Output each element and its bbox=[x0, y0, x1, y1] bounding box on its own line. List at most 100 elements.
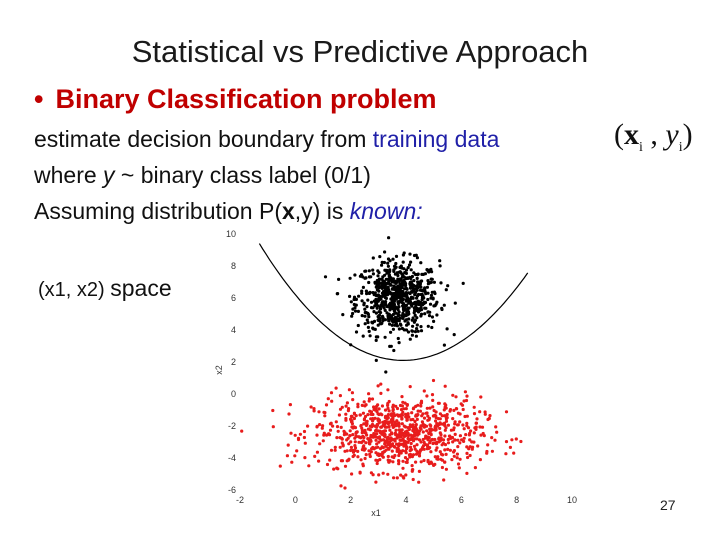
scatter-point-series-1 bbox=[470, 440, 474, 444]
scatter-point-series-0 bbox=[397, 289, 401, 293]
scatter-point-series-0 bbox=[409, 300, 413, 304]
scatter-point-series-0 bbox=[420, 272, 424, 276]
scatter-point-series-0 bbox=[415, 323, 419, 327]
scatter-point-series-1 bbox=[363, 428, 367, 432]
scatter-point-series-1 bbox=[411, 423, 415, 427]
scatter-point-series-1 bbox=[332, 467, 336, 471]
scatter-point-series-1 bbox=[436, 422, 440, 426]
scatter-plot: -2 0 2 4 6 8 10 10 8 6 4 2 0 -2 -4 -6 x1 x2 bbox=[214, 229, 577, 518]
formula-comma: , bbox=[642, 118, 666, 151]
scatter-point-series-1 bbox=[378, 435, 382, 439]
scatter-point-series-1 bbox=[362, 400, 366, 404]
scatter-point-series-0 bbox=[427, 314, 432, 318]
scatter-point-series-1 bbox=[398, 403, 403, 408]
scatter-point-series-1 bbox=[363, 431, 367, 435]
scatter-point-series-1 bbox=[320, 426, 324, 430]
scatter-point-series-1 bbox=[333, 448, 337, 452]
scatter-point-series-0 bbox=[411, 285, 415, 289]
scatter-point-series-0 bbox=[363, 322, 367, 326]
scatter-point-series-1 bbox=[443, 402, 447, 406]
scatter-point-series-1 bbox=[337, 413, 341, 417]
scatter-point-series-1 bbox=[434, 414, 438, 418]
scatter-point-series-1 bbox=[386, 388, 390, 392]
scatter-point-series-0 bbox=[399, 271, 403, 275]
scatter-point-series-1 bbox=[397, 421, 401, 425]
scatter-point-series-0 bbox=[363, 307, 367, 311]
scatter-point-series-1 bbox=[401, 449, 405, 453]
scatter-point-series-0 bbox=[393, 286, 397, 290]
scatter-point-series-1 bbox=[399, 442, 403, 446]
scatter-point-series-1 bbox=[411, 429, 415, 433]
scatter-point-series-1 bbox=[390, 423, 394, 427]
scatter-point-series-1 bbox=[472, 405, 476, 409]
scatter-point-series-1 bbox=[519, 439, 523, 444]
scatter-point-series-1 bbox=[381, 446, 385, 450]
y-tick-label: -4 bbox=[228, 453, 236, 463]
line2-var: y bbox=[103, 162, 115, 188]
scatter-point-series-0 bbox=[376, 283, 380, 287]
scatter-point-series-1 bbox=[366, 413, 370, 417]
scatter-point-series-1 bbox=[437, 401, 441, 405]
scatter-point-series-1 bbox=[375, 422, 379, 427]
scatter-point-series-1 bbox=[410, 468, 414, 472]
scatter-point-series-0 bbox=[426, 297, 430, 302]
scatter-point-series-1 bbox=[391, 460, 395, 464]
scatter-point-series-0 bbox=[396, 284, 400, 288]
scatter-point-series-0 bbox=[373, 280, 377, 284]
scatter-point-series-0 bbox=[432, 280, 436, 284]
scatter-point-series-1 bbox=[336, 429, 340, 433]
scatter-point-series-1 bbox=[443, 434, 447, 438]
scatter-point-series-0 bbox=[360, 299, 364, 303]
scatter-point-series-0 bbox=[393, 323, 397, 327]
scatter-point-series-1 bbox=[512, 451, 516, 455]
scatter-point-series-1 bbox=[493, 438, 497, 442]
scatter-point-series-1 bbox=[330, 399, 334, 403]
scatter-point-series-1 bbox=[434, 419, 438, 423]
scatter-point-series-1 bbox=[443, 405, 447, 409]
scatter-point-series-1 bbox=[411, 477, 415, 482]
scatter-point-series-1 bbox=[346, 436, 350, 440]
scatter-point-series-1 bbox=[437, 437, 441, 441]
scatter-point-series-1 bbox=[411, 417, 415, 422]
scatter-point-series-0 bbox=[420, 279, 424, 283]
scatter-point-series-1 bbox=[428, 406, 432, 410]
scatter-point-series-0 bbox=[383, 335, 387, 339]
scatter-point-series-1 bbox=[439, 433, 443, 437]
scatter-point-series-1 bbox=[446, 423, 450, 427]
scatter-point-series-0 bbox=[416, 280, 420, 284]
scatter-point-series-1 bbox=[472, 431, 476, 435]
scatter-point-series-0 bbox=[398, 286, 402, 290]
scatter-point-series-1 bbox=[240, 429, 244, 433]
scatter-point-series-1 bbox=[450, 458, 454, 462]
scatter-point-series-0 bbox=[420, 296, 424, 300]
x-tick-label: -2 bbox=[236, 495, 244, 505]
scatter-point-series-1 bbox=[289, 431, 293, 435]
scatter-point-series-0 bbox=[388, 322, 392, 326]
scatter-point-series-0 bbox=[416, 329, 420, 333]
scatter-point-series-1 bbox=[410, 464, 414, 468]
scatter-point-series-0 bbox=[390, 314, 394, 318]
scatter-point-series-1 bbox=[405, 403, 409, 407]
scatter-point-series-1 bbox=[399, 473, 403, 477]
scatter-point-series-1 bbox=[323, 414, 327, 418]
scatter-point-series-0 bbox=[356, 323, 360, 328]
scatter-point-series-0 bbox=[377, 279, 381, 283]
scatter-point-series-1 bbox=[401, 475, 405, 479]
scatter-point-series-0 bbox=[390, 305, 394, 309]
scatter-point-series-0 bbox=[394, 254, 399, 258]
scatter-point-series-1 bbox=[338, 407, 343, 411]
line3-italic: known: bbox=[349, 198, 423, 224]
scatter-point-series-1 bbox=[461, 423, 465, 427]
x-tick-label: 8 bbox=[514, 495, 519, 505]
scatter-point-series-0 bbox=[445, 327, 449, 331]
y-tick-label: 2 bbox=[231, 357, 236, 367]
scatter-point-series-1 bbox=[369, 471, 373, 475]
scatter-point-series-0 bbox=[410, 318, 414, 322]
x-tick-label: 10 bbox=[567, 495, 577, 505]
scatter-point-series-1 bbox=[406, 433, 411, 438]
scatter-point-series-1 bbox=[423, 436, 428, 440]
scatter-point-series-1 bbox=[302, 429, 307, 434]
scatter-point-series-1 bbox=[370, 447, 374, 451]
scatter-point-series-0 bbox=[419, 312, 424, 316]
scatter-point-series-0 bbox=[414, 334, 418, 338]
